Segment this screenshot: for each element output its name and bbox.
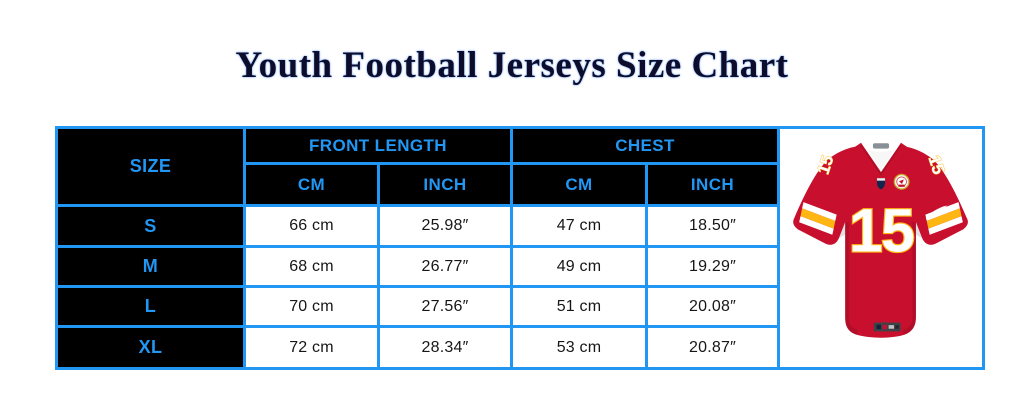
col-header-front-length: FRONT LENGTH bbox=[246, 129, 510, 162]
chest-cm-cell: 47 cm bbox=[513, 207, 645, 245]
size-cell-xl: XL bbox=[58, 328, 243, 367]
col-header-chest: CHEST bbox=[513, 129, 777, 162]
chest-number: 15 bbox=[849, 197, 914, 265]
jersey-product-image: 15 15 15 bbox=[780, 129, 982, 367]
chest-cm-cell: 49 cm bbox=[513, 248, 645, 285]
front-length-inch-cell: 28.34″ bbox=[380, 328, 510, 367]
col-header-size: SIZE bbox=[58, 129, 243, 204]
chest-cm-cell: 53 cm bbox=[513, 328, 645, 367]
shading-right bbox=[903, 222, 916, 335]
chest-inch-cell: 20.08″ bbox=[648, 288, 777, 325]
sleeve-stripes-right bbox=[925, 202, 963, 235]
front-length-cm-cell: 72 cm bbox=[246, 328, 377, 367]
front-length-cm-cell: 68 cm bbox=[246, 248, 377, 285]
front-length-cm-cell: 70 cm bbox=[246, 288, 377, 325]
sleeve-stripes-left bbox=[799, 202, 837, 235]
team-patch-icon bbox=[893, 173, 910, 190]
swoosh-icon bbox=[925, 205, 948, 220]
jersey-body bbox=[793, 146, 968, 338]
chest-inch-cell: 19.29″ bbox=[648, 248, 777, 285]
jock-tag bbox=[873, 322, 901, 332]
front-length-cm-cell: 66 cm bbox=[246, 207, 377, 245]
size-cell-s: S bbox=[58, 207, 243, 245]
chest-inch-cell: 18.50″ bbox=[648, 207, 777, 245]
front-length-inch-cell: 26.77″ bbox=[380, 248, 510, 285]
chest-cm-cell: 51 cm bbox=[513, 288, 645, 325]
page-title: Youth Football Jerseys Size Chart bbox=[235, 45, 789, 86]
football-jersey-illustration: 15 15 15 bbox=[793, 142, 968, 338]
chest-inch-cell: 20.87″ bbox=[648, 328, 777, 367]
nfl-shield-icon bbox=[876, 178, 886, 190]
subheader-front-length-inch: INCH bbox=[380, 165, 510, 204]
shading-left bbox=[845, 222, 858, 335]
front-length-inch-cell: 25.98″ bbox=[380, 207, 510, 245]
subheader-chest-cm: CM bbox=[513, 165, 645, 204]
subheader-chest-inch: INCH bbox=[648, 165, 777, 204]
size-chart-table: SIZE FRONT LENGTH CHEST CM INCH CM INCH … bbox=[55, 126, 985, 370]
size-cell-m: M bbox=[58, 248, 243, 285]
subheader-front-length-cm: CM bbox=[246, 165, 377, 204]
front-length-inch-cell: 27.56″ bbox=[380, 288, 510, 325]
size-cell-l: L bbox=[58, 288, 243, 325]
